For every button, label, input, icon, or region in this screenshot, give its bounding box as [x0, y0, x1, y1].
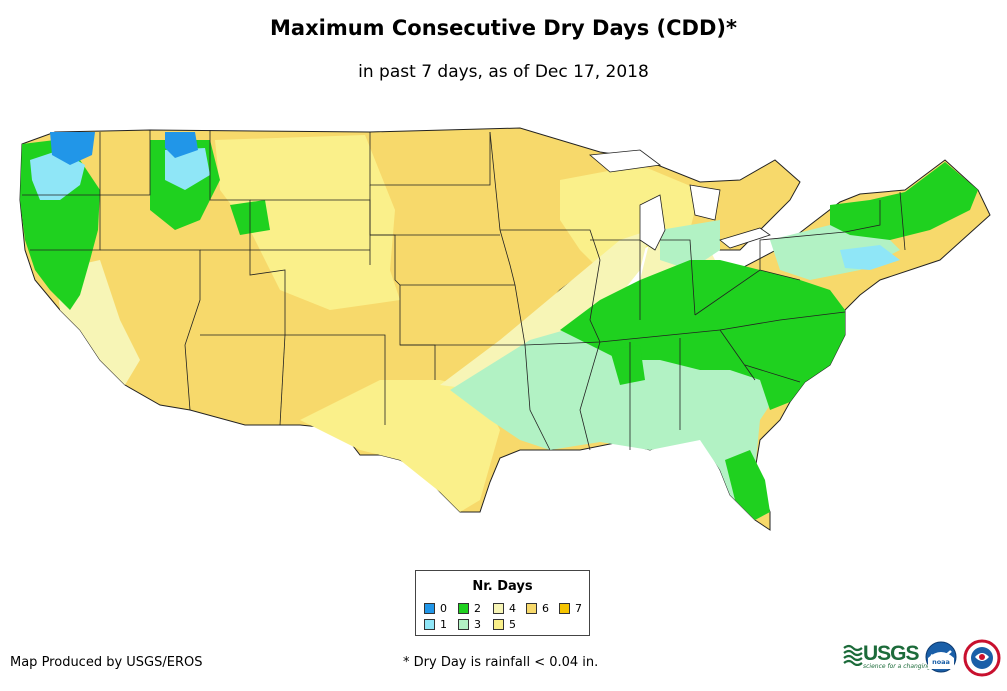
- lake-huron: [689, 184, 721, 221]
- region-2-days-new-england: [830, 162, 978, 240]
- map-subtitle: in past 7 days, as of Dec 17, 2018: [358, 62, 649, 82]
- region-3-days-south: [450, 320, 780, 520]
- legend-label: 0: [440, 602, 447, 615]
- region-2-days-mississippi-patch: [610, 345, 645, 385]
- legend-label: 4: [509, 602, 516, 615]
- region-0-days-washington: [50, 132, 95, 165]
- map-legend: Nr. Days 0 1 2 3 4 5 6: [415, 570, 590, 636]
- legend-label: 3: [474, 618, 481, 631]
- noaa-logo-icon: noaa: [925, 641, 957, 673]
- map-title: Maximum Consecutive Dry Days (CDD)*: [270, 16, 737, 40]
- legend-label: 1: [440, 618, 447, 631]
- legend-label: 5: [509, 618, 516, 631]
- legend-swatch: [424, 603, 435, 614]
- region-4-days-corridor: [440, 230, 650, 390]
- us-dry-days-map: [19, 127, 991, 531]
- region-1-day-idaho: [165, 148, 210, 190]
- lake-michigan: [639, 194, 666, 251]
- usgs-logo: USGS science for a changing world: [843, 642, 949, 672]
- legend-item: 6: [526, 602, 549, 615]
- legend-swatch: [458, 603, 469, 614]
- region-2-days-florida: [725, 450, 770, 520]
- legend-item: 5: [493, 618, 516, 631]
- legend-swatch: [493, 619, 504, 630]
- lake-superior: [589, 149, 662, 173]
- map-credit: Map Produced by USGS/EROS: [10, 655, 203, 670]
- region-1-day-northeast: [840, 245, 900, 270]
- legend-title: Nr. Days: [472, 579, 533, 594]
- legend-swatch: [526, 603, 537, 614]
- legend-item: 3: [458, 618, 481, 631]
- lake-erie: [719, 227, 771, 249]
- state-borders: [22, 130, 906, 451]
- usgs-wordmark: USGS: [863, 642, 920, 665]
- legend-item: 7: [559, 602, 582, 615]
- legend-label: 6: [542, 602, 549, 615]
- legend-label: 2: [474, 602, 481, 615]
- legend-item: 4: [493, 602, 516, 615]
- region-5-days-plains: [215, 135, 400, 310]
- legend-swatch: [424, 619, 435, 630]
- legend-item: 1: [424, 618, 447, 631]
- noaa-wordmark: noaa: [932, 658, 950, 666]
- usgs-tagline: science for a changing world: [863, 663, 950, 670]
- dry-day-footnote: * Dry Day is rainfall < 0.04 in.: [403, 655, 599, 670]
- region-5-days-texas: [300, 380, 500, 512]
- legend-label: 7: [575, 602, 582, 615]
- region-0-days-idaho: [165, 132, 198, 158]
- legend-item: 2: [458, 602, 481, 615]
- legend-swatch: [458, 619, 469, 630]
- region-2-days-appalachia: [560, 260, 845, 410]
- usgs-wave-icon: [843, 644, 863, 666]
- legend-swatch: [493, 603, 504, 614]
- legend-item: 0: [424, 602, 447, 615]
- nws-logo-icon: [963, 639, 1001, 677]
- legend-swatch: [559, 603, 570, 614]
